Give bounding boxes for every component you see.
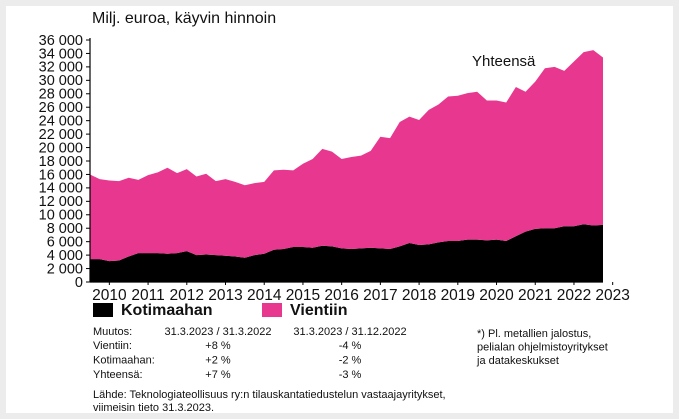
table-cell: -4 %	[339, 340, 362, 352]
table-header: Muutos:	[93, 326, 132, 338]
y-tick-label: 28 000	[39, 87, 83, 103]
y-tick-label: 2 000	[47, 261, 83, 277]
x-tick-label: 2014	[247, 287, 282, 304]
chart-title: Milj. euroa, käyvin hinnoin	[92, 10, 276, 27]
y-tick-label: 24 000	[39, 113, 83, 129]
x-tick-label: 2023	[595, 287, 629, 304]
table-header: 31.3.2023 / 31.12.2022	[293, 326, 406, 338]
x-tick-label: 2011	[131, 287, 164, 304]
source: viimeisin tieto 31.3.2023.	[93, 402, 214, 414]
table-cell: Vientiin:	[93, 340, 132, 352]
y-tick-label: 0	[75, 275, 83, 291]
legend-swatch	[93, 303, 113, 317]
table-cell: -2 %	[339, 354, 362, 366]
table-cell: Yhteensä:	[93, 369, 143, 381]
area	[90, 50, 603, 262]
y-tick-label: 4 000	[47, 248, 83, 264]
footnote: pelialan ohjelmistoyritykset	[477, 341, 608, 353]
x-tick-label: 2015	[286, 287, 320, 304]
x-tick-label: 2016	[324, 287, 358, 304]
y-tick-label: 22 000	[39, 127, 83, 143]
legend-swatch	[262, 303, 282, 317]
legend-label: Vientiin	[290, 302, 348, 319]
x-tick-label: 2018	[402, 287, 436, 304]
y-tick-label: 8 000	[47, 221, 83, 237]
y-tick-label: 18 000	[39, 154, 83, 170]
y-tick-label: 14 000	[39, 181, 83, 197]
y-tick-label: 30 000	[39, 73, 83, 89]
y-tick-label: 16 000	[39, 167, 83, 183]
x-tick-label: 2012	[170, 287, 204, 304]
legend-label: Kotimaahan	[121, 302, 213, 319]
y-tick-label: 34 000	[39, 46, 83, 62]
y-tick-label: 36 000	[39, 33, 83, 49]
footnote: *) Pl. metallien jalostus,	[477, 328, 591, 340]
table-cell: +2 %	[205, 354, 231, 366]
x-tick-label: 2017	[363, 287, 397, 304]
x-tick-label: 2013	[208, 287, 242, 304]
table-cell: -3 %	[339, 369, 362, 381]
source: Lähde: Teknologiateollisuus ry:n tilausk…	[93, 389, 446, 401]
table-cell: +8 %	[205, 340, 231, 352]
x-tick-label: 2021	[518, 287, 552, 304]
x-tick-label: 2019	[441, 287, 475, 304]
annotation: Yhteensä	[472, 53, 536, 70]
y-tick-label: 20 000	[39, 140, 83, 156]
table-cell: +7 %	[205, 369, 231, 381]
x-tick-label: 2020	[479, 287, 514, 304]
y-tick-label: 32 000	[39, 60, 83, 76]
y-tick-label: 10 000	[39, 208, 83, 224]
x-tick-label: 2010	[92, 287, 127, 304]
y-tick-label: 6 000	[47, 234, 83, 250]
footnote: ja datakeskukset	[476, 355, 559, 367]
table-cell: Kotimaahan:	[93, 354, 155, 366]
x-tick-label: 2022	[557, 287, 591, 304]
y-tick-label: 12 000	[39, 194, 83, 210]
table-header: 31.3.2023 / 31.3.2022	[164, 326, 271, 338]
y-tick-label: 26 000	[39, 100, 83, 116]
area	[90, 224, 603, 282]
